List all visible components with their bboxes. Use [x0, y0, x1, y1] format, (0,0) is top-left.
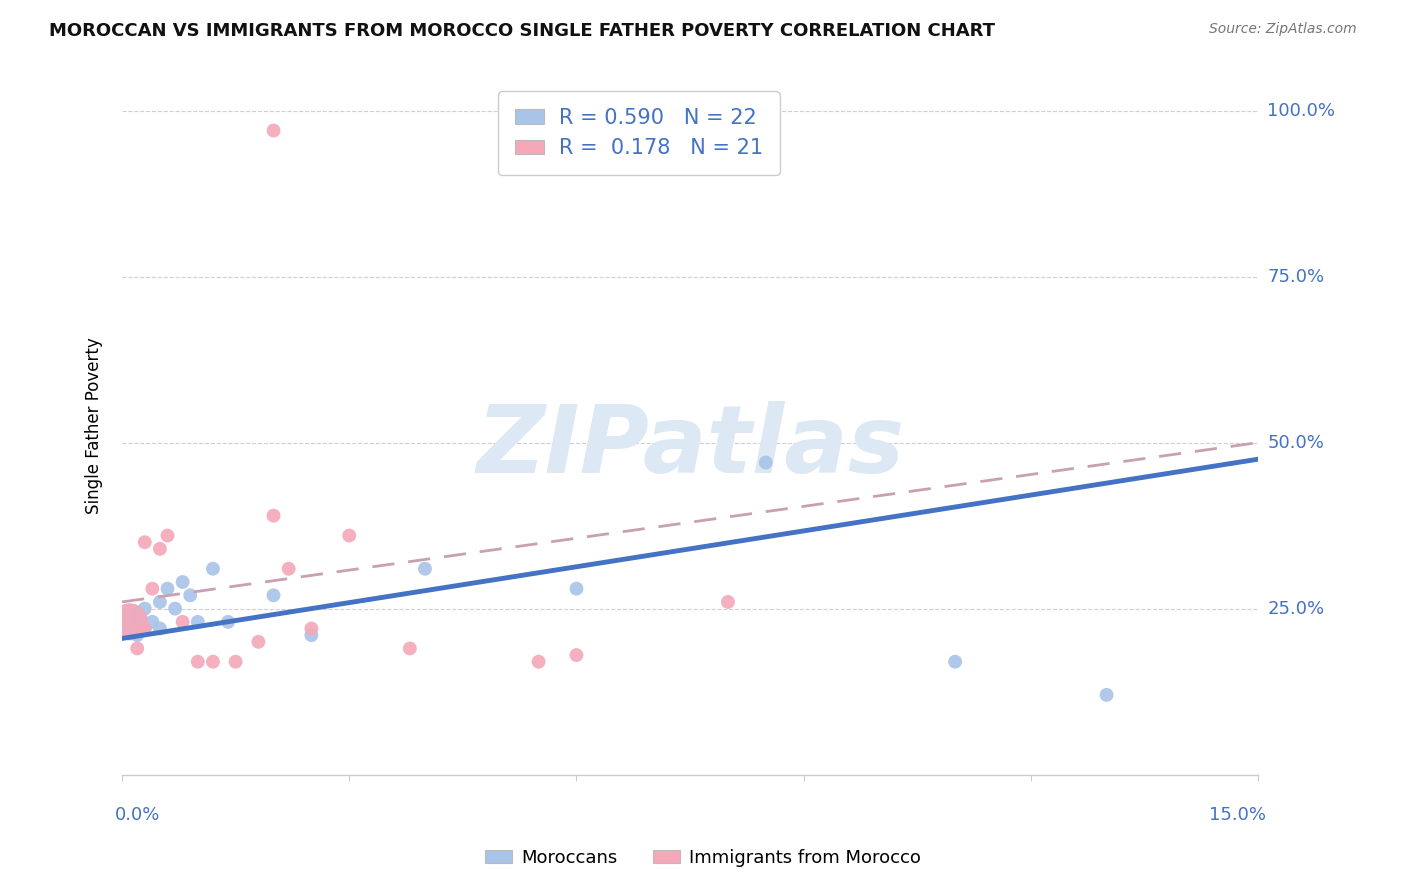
- Point: [717, 595, 740, 609]
- Point: [217, 615, 239, 629]
- Point: [134, 622, 156, 636]
- Point: [277, 562, 299, 576]
- Point: [565, 582, 588, 596]
- Point: [755, 456, 778, 470]
- Point: [225, 655, 247, 669]
- Point: [201, 562, 224, 576]
- Point: [134, 601, 156, 615]
- Text: 75.0%: 75.0%: [1267, 268, 1324, 285]
- Point: [127, 641, 149, 656]
- Point: [134, 622, 156, 636]
- Point: [527, 655, 550, 669]
- Text: ZIPatlas: ZIPatlas: [477, 401, 904, 493]
- Point: [943, 655, 966, 669]
- Point: [134, 535, 156, 549]
- Point: [118, 615, 141, 629]
- Point: [565, 648, 588, 662]
- Point: [172, 575, 194, 590]
- Point: [263, 123, 285, 137]
- Legend: Moroccans, Immigrants from Morocco: Moroccans, Immigrants from Morocco: [478, 842, 928, 874]
- Point: [337, 528, 360, 542]
- Point: [179, 588, 201, 602]
- Point: [187, 655, 209, 669]
- Text: MOROCCAN VS IMMIGRANTS FROM MOROCCO SINGLE FATHER POVERTY CORRELATION CHART: MOROCCAN VS IMMIGRANTS FROM MOROCCO SING…: [49, 22, 995, 40]
- Point: [156, 582, 179, 596]
- Point: [187, 615, 209, 629]
- Point: [127, 628, 149, 642]
- Point: [149, 541, 172, 556]
- Point: [141, 615, 163, 629]
- Point: [263, 508, 285, 523]
- Point: [1095, 688, 1118, 702]
- Point: [413, 562, 436, 576]
- Text: 100.0%: 100.0%: [1267, 102, 1336, 120]
- Point: [398, 641, 420, 656]
- Point: [127, 608, 149, 623]
- Text: 25.0%: 25.0%: [1267, 599, 1324, 617]
- Point: [263, 588, 285, 602]
- Point: [299, 628, 322, 642]
- Text: 15.0%: 15.0%: [1209, 806, 1265, 824]
- Point: [118, 615, 141, 629]
- Point: [247, 634, 270, 648]
- Text: Source: ZipAtlas.com: Source: ZipAtlas.com: [1209, 22, 1357, 37]
- Text: 0.0%: 0.0%: [114, 806, 160, 824]
- Point: [141, 582, 163, 596]
- Y-axis label: Single Father Poverty: Single Father Poverty: [86, 338, 103, 515]
- Point: [149, 595, 172, 609]
- Point: [299, 622, 322, 636]
- Point: [201, 655, 224, 669]
- Point: [156, 528, 179, 542]
- Point: [172, 615, 194, 629]
- Point: [149, 622, 172, 636]
- Text: 50.0%: 50.0%: [1267, 434, 1324, 451]
- Point: [165, 601, 187, 615]
- Legend: R = 0.590   N = 22, R =  0.178   N = 21: R = 0.590 N = 22, R = 0.178 N = 21: [498, 91, 779, 175]
